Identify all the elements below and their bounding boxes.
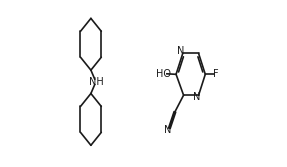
Text: NH: NH (88, 77, 103, 87)
Text: HO: HO (156, 69, 171, 79)
Text: N: N (164, 125, 172, 135)
Text: N: N (193, 92, 201, 102)
Text: N: N (177, 46, 185, 56)
Text: F: F (213, 69, 219, 79)
